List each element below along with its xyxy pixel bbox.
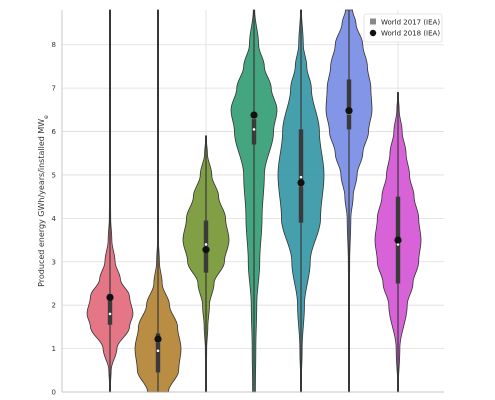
y-tick-label: 5: [52, 171, 56, 179]
y-tick-label: 8: [52, 41, 56, 49]
y-axis-label: Produced energy GWh/years/installed MWe: [37, 115, 50, 287]
violin-7: [374, 92, 422, 393]
legend-label-2017: World 2017 (IEA): [381, 19, 440, 27]
world-2018-marker: [202, 246, 210, 254]
violin-1: [86, 9, 134, 393]
violin-median-point: [108, 312, 112, 316]
y-tick-labels: 0 1 2 3 4 5 6 7 8: [52, 41, 57, 396]
violin-median-point: [156, 349, 160, 353]
violin-2: [134, 9, 182, 393]
world-2018-marker: [154, 335, 162, 343]
legend: World 2017 (IEA) World 2018 (IEA): [363, 13, 443, 43]
world-2018-marker: [250, 111, 258, 119]
violin-3: [182, 135, 230, 393]
violin-median-point: [396, 243, 400, 246]
y-tick-label: 7: [52, 85, 56, 93]
y-tick-label: 6: [52, 128, 57, 136]
violin-4: [230, 9, 278, 393]
y-tick-label: 3: [52, 258, 56, 266]
y-axis-label-subscript: e: [43, 115, 50, 119]
violin-6: [325, 9, 373, 393]
violin-median-point: [204, 243, 208, 246]
legend-box: [363, 13, 443, 43]
legend-marker-2018: [369, 29, 377, 37]
world-2018-marker: [345, 107, 353, 115]
violin-iqr-box: [155, 333, 161, 373]
violin-iqr-box: [346, 79, 352, 130]
violin-median-point: [299, 175, 303, 179]
y-tick-label: 0: [52, 389, 56, 397]
world-2018-marker: [297, 179, 305, 187]
axes: [61, 10, 444, 393]
violin-median-point: [252, 128, 256, 131]
y-axis-label-text: Produced energy GWh/years/installed MW: [37, 119, 46, 287]
violin-iqr-box: [107, 296, 113, 325]
legend-label-2018: World 2018 (IEA): [381, 30, 440, 38]
world-2018-marker: [106, 293, 114, 301]
violin-5: [277, 9, 325, 393]
legend-marker-2017: [370, 18, 376, 25]
world-2018-marker: [394, 236, 402, 244]
svg-text:Produced energy GWh/years/inst: Produced energy GWh/years/installed MWe: [37, 115, 50, 287]
violin-series: [86, 9, 422, 393]
y-tick-label: 2: [52, 302, 56, 310]
y-tick-label: 1: [52, 345, 56, 353]
y-tick-label: 4: [52, 215, 57, 223]
